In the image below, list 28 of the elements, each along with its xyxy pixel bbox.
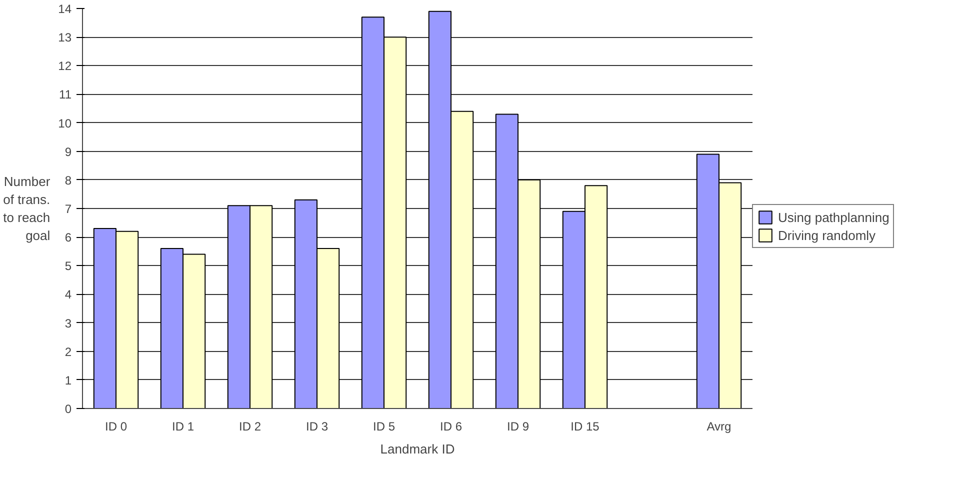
- x-tick-label: ID 9: [506, 420, 530, 434]
- x-axis-title: Landmark ID: [380, 442, 455, 456]
- y-tick-label: 9: [64, 144, 72, 159]
- y-tick-label: 3: [64, 316, 72, 330]
- x-tick-label: ID 1: [172, 420, 194, 434]
- y-tick-label: 1: [64, 373, 72, 388]
- y-tick-label: 7: [64, 202, 72, 216]
- y-tick-label: 13: [58, 30, 72, 45]
- y-tick-label: 11: [59, 88, 72, 102]
- x-tick-label: ID 0: [104, 420, 128, 434]
- y-tick-label: 5: [64, 259, 72, 274]
- x-tick-label: ID 2: [238, 420, 262, 434]
- legend-label: Driving randomly: [778, 228, 876, 242]
- y-axis-title: Number of trans. to reach goal: [3, 174, 51, 243]
- y-tick-label: 4: [64, 288, 72, 302]
- x-tick-label: ID 5: [372, 420, 396, 434]
- y-tick-label: 6: [64, 230, 72, 245]
- y-tick-label: 2: [64, 344, 72, 359]
- y-tick-label: 14: [58, 2, 72, 16]
- x-tick-label: ID 3: [306, 420, 328, 434]
- x-tick-label: ID 6: [440, 420, 462, 434]
- x-tick-label: ID 15: [570, 420, 600, 434]
- y-tick-label: 12: [58, 59, 72, 74]
- x-tick-label: Avrg: [706, 420, 732, 434]
- legend-label: Using pathplanning: [778, 210, 890, 224]
- y-tick-label: 8: [64, 173, 72, 188]
- y-tick-label: 10: [58, 116, 72, 130]
- y-tick-label: 0: [64, 402, 72, 416]
